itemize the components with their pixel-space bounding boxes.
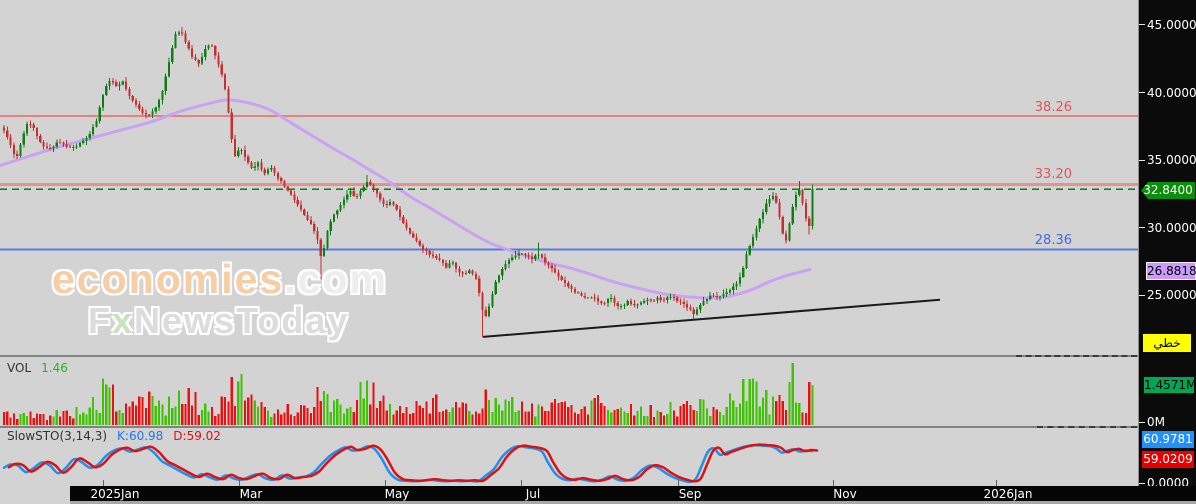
divider-dash-segment bbox=[1016, 355, 1137, 357]
y-tick-35: 35.0000 bbox=[1147, 153, 1196, 167]
y-tick-45: 45.0000 bbox=[1147, 18, 1196, 32]
price-axis[interactable]: 45.0000 40.0000 35.0000 30.0000 25.0000 … bbox=[1138, 0, 1196, 504]
volume-chart-canvas[interactable] bbox=[0, 357, 1138, 427]
resistance-label-38-26: 38.26 bbox=[1034, 100, 1072, 115]
month-tick-mark bbox=[833, 480, 834, 486]
last-price-badge: 32.8400 bbox=[1141, 182, 1195, 199]
month-tick-mark bbox=[521, 480, 522, 486]
x-tick-may: May bbox=[384, 487, 410, 501]
stochastic-chart-canvas[interactable] bbox=[0, 428, 1138, 486]
pane-divider[interactable] bbox=[0, 426, 1138, 428]
volume-indicator-value: 1.46 bbox=[41, 361, 68, 375]
price-pane[interactable]: economies.com FxNewsToday 38.26 33.20 28… bbox=[0, 0, 1138, 356]
price-chart-canvas[interactable] bbox=[0, 0, 1138, 356]
stochastic-k-badge: 60.9781 bbox=[1142, 431, 1194, 448]
support-label-28-36: 28.36 bbox=[1034, 233, 1072, 248]
stochastic-d-badge: 59.0209 bbox=[1142, 451, 1194, 468]
moving-average-badge: 26.8818 bbox=[1146, 262, 1196, 280]
time-axis-strip bbox=[70, 501, 1196, 504]
x-tick-jul: Jul bbox=[525, 487, 541, 501]
month-tick-mark bbox=[385, 480, 386, 486]
stochastic-pane-label: SlowSTO(3,14,3) K:60.98 D:59.02 bbox=[7, 429, 231, 443]
chart-type-button[interactable]: خطي bbox=[1143, 334, 1191, 352]
axis-tick bbox=[1139, 227, 1145, 228]
volume-pane[interactable]: VOL 1.46 bbox=[0, 357, 1138, 427]
x-tick-nov: Nov bbox=[833, 487, 857, 501]
x-tick-2025jan: 2025Jan bbox=[90, 487, 140, 501]
axis-tick bbox=[1139, 483, 1145, 484]
month-tick-mark bbox=[103, 480, 104, 486]
pane-divider[interactable] bbox=[0, 355, 1138, 357]
time-axis-bar bbox=[70, 486, 1196, 501]
x-tick-mar: Mar bbox=[239, 487, 263, 501]
y-tick-25: 25.0000 bbox=[1147, 288, 1196, 302]
vol-zero-tick: 0M bbox=[1147, 415, 1165, 429]
time-axis[interactable]: 2025Jan Mar May Jul Sep Nov 2026Jan bbox=[0, 480, 1196, 504]
stochastic-d-value: D:59.02 bbox=[173, 429, 221, 443]
resistance-label-33-20: 33.20 bbox=[1034, 167, 1072, 182]
y-tick-40: 40.0000 bbox=[1147, 86, 1196, 100]
y-tick-30: 30.0000 bbox=[1147, 221, 1196, 235]
axis-tick bbox=[1139, 92, 1145, 93]
watermark-tagline: FxNewsToday bbox=[88, 300, 350, 341]
axis-tick bbox=[1139, 160, 1145, 161]
axis-tick bbox=[1139, 295, 1145, 296]
divider-dash-segment bbox=[1037, 426, 1137, 428]
x-tick-2026jan: 2026Jan bbox=[983, 487, 1033, 501]
axis-tick bbox=[1139, 24, 1145, 25]
x-tick-sep: Sep bbox=[678, 487, 702, 501]
stochastic-pane[interactable]: SlowSTO(3,14,3) K:60.98 D:59.02 bbox=[0, 428, 1138, 486]
stochastic-indicator-name: SlowSTO(3,14,3) bbox=[7, 429, 108, 443]
volume-value-badge: 1.4571M bbox=[1143, 376, 1196, 394]
axis-tick bbox=[1139, 422, 1145, 423]
stochastic-k-value: K:60.98 bbox=[117, 429, 164, 443]
watermark-brand: economies.com bbox=[52, 256, 388, 302]
month-tick-mark bbox=[678, 480, 679, 486]
month-tick-mark bbox=[996, 480, 997, 486]
volume-pane-label: VOL 1.46 bbox=[7, 361, 78, 375]
month-tick-mark bbox=[239, 480, 240, 486]
volume-indicator-name: VOL bbox=[7, 361, 32, 375]
